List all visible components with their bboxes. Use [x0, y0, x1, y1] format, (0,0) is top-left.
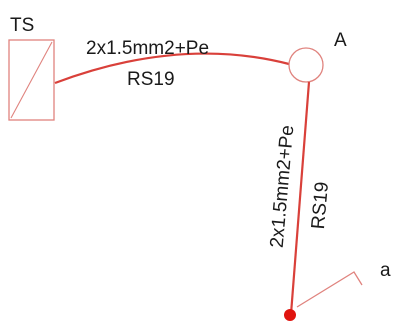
- cable-2-type: RS19: [308, 181, 333, 230]
- node-a-label: A: [334, 30, 347, 51]
- panel-box: [8, 39, 55, 121]
- cable-ts-a[interactable]: [54, 52, 290, 85]
- panel-ts[interactable]: [8, 39, 55, 121]
- switch-label: a: [380, 260, 391, 281]
- cable-1-type: RS19: [127, 69, 175, 90]
- cable-a-point[interactable]: [289, 81, 311, 315]
- cable-2-spec: 2x1.5mm2+Pe: [267, 124, 299, 248]
- junction-box-a[interactable]: [288, 47, 324, 83]
- panel-diagonal: [10, 41, 53, 119]
- switch-symbol[interactable]: [296, 271, 363, 308]
- light-point-dot[interactable]: [284, 309, 296, 321]
- cable-1-spec: 2x1.5mm2+Pe: [86, 38, 209, 59]
- panel-label: TS: [10, 15, 34, 36]
